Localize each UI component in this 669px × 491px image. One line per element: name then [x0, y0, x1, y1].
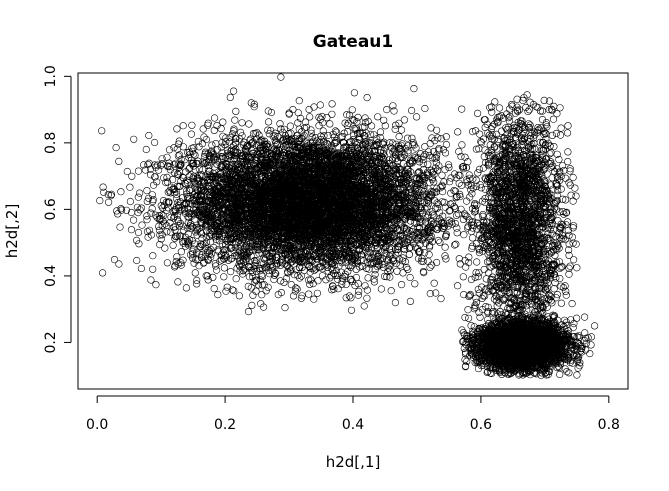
- x-tick-label: 0.0: [86, 417, 108, 433]
- y-tick-label: 0.4: [43, 265, 59, 287]
- x-tick-label: 0.6: [470, 417, 492, 433]
- chart-title: Gateau1: [313, 32, 393, 52]
- y-tick-label: 0.8: [43, 132, 59, 154]
- x-tick-label: 0.2: [214, 417, 236, 433]
- scatter-point-markers: [96, 73, 599, 379]
- y-tick-label: 1.0: [43, 65, 59, 87]
- y-tick-label: 0.6: [43, 198, 59, 220]
- y-axis-label: h2d[,2]: [3, 204, 21, 259]
- x-tick-label: 0.4: [342, 417, 364, 433]
- x-axis: 0.0 0.2 0.4 0.6 0.8: [86, 395, 620, 433]
- x-axis-label: h2d[,1]: [326, 453, 381, 471]
- y-axis: 0.2 0.4 0.6 0.8 1.0: [43, 65, 72, 354]
- plot-frame: [77, 72, 629, 390]
- x-tick-label: 0.8: [598, 417, 620, 433]
- y-tick-label: 0.2: [43, 331, 59, 353]
- scatter-points: [96, 73, 599, 379]
